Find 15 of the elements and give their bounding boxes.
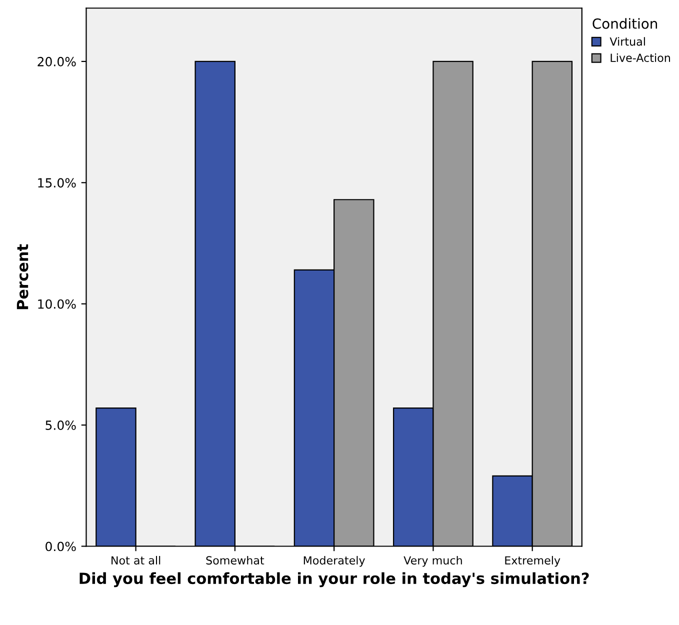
x-tick-label: Extremely: [505, 556, 560, 567]
y-tick-label: 15.0%: [38, 178, 76, 188]
legend-title: Condition: [592, 18, 657, 29]
legend-label: Virtual: [610, 37, 645, 46]
y-tick-label: 10.0%: [38, 299, 76, 309]
x-tick-label: Very much: [404, 556, 462, 567]
y-tick-label: 0.0%: [46, 542, 76, 552]
legend-label: Live-Action: [610, 53, 670, 62]
x-tick-label: Moderately: [304, 556, 365, 567]
x-tick-label: Not at all: [112, 556, 160, 565]
y-tick-label: 5.0%: [46, 420, 76, 430]
y-axis-title: Percent: [16, 244, 28, 310]
x-axis-title: Did you feel comfortable in your role in today's simulation?: [80, 572, 589, 588]
y-tick-label: 20.0%: [38, 56, 76, 66]
x-tick-label: Somewhat: [206, 556, 264, 565]
